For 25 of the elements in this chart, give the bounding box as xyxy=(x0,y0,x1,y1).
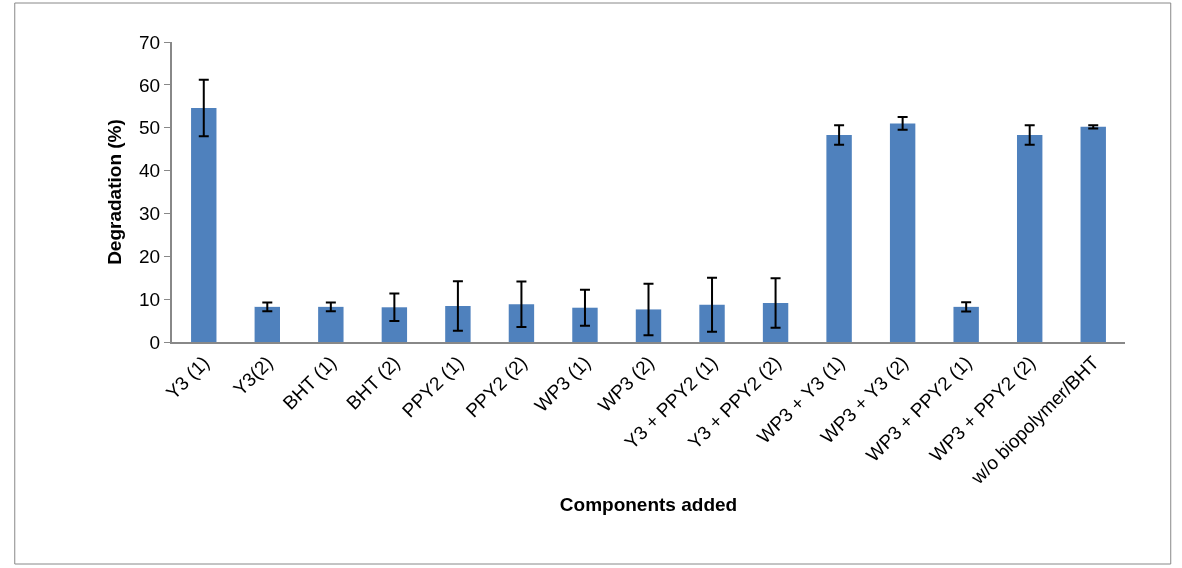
y-tick-label: 50 xyxy=(139,117,161,139)
bar xyxy=(826,135,852,342)
bar xyxy=(508,304,535,342)
y-tick-label: 10 xyxy=(139,288,161,310)
y-tick-label: 40 xyxy=(139,160,161,182)
y-tick-label: 70 xyxy=(139,31,161,53)
bar xyxy=(572,307,598,342)
y-tick-label: 60 xyxy=(139,74,161,96)
bar xyxy=(191,108,217,342)
y-tick-label: 20 xyxy=(139,245,161,267)
x-tick-label: Y3 (1) xyxy=(161,352,214,404)
bar xyxy=(762,303,789,342)
bar xyxy=(953,306,979,342)
bar xyxy=(699,304,725,342)
bar xyxy=(445,306,471,342)
y-axis-title: Degradation (%) xyxy=(104,119,126,265)
bar xyxy=(318,306,344,342)
y-tick-label: 30 xyxy=(139,203,161,225)
bar xyxy=(1016,135,1043,342)
bar xyxy=(254,306,281,342)
bar xyxy=(1080,126,1106,342)
y-tick-label: 0 xyxy=(149,331,161,353)
bar xyxy=(889,123,916,342)
bar xyxy=(381,307,408,342)
x-axis-title: Components added xyxy=(559,493,738,515)
